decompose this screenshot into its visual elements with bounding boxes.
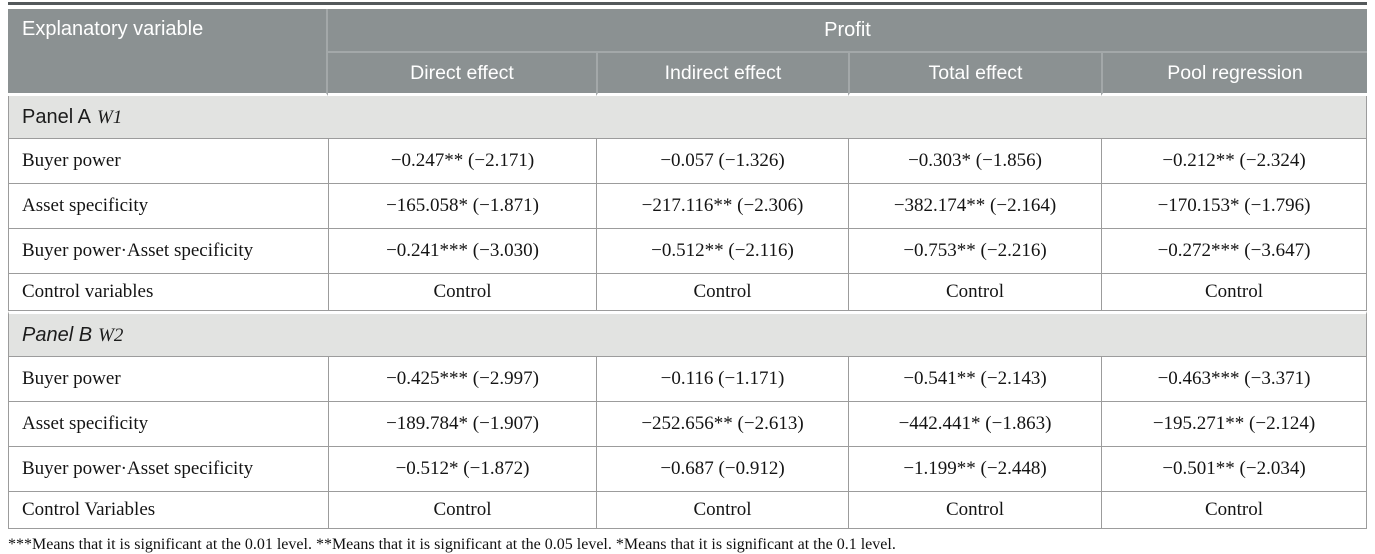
cell-value: Control: [848, 274, 1101, 311]
panel-b-header-row: Panel B W2: [8, 311, 1367, 357]
table-body: Panel A W1 Buyer power −0.247** (−2.171) …: [8, 96, 1367, 529]
row-label: Asset specificity: [8, 184, 328, 229]
cell-value: −195.271** (−2.124): [1101, 402, 1367, 447]
cell-value: −165.058* (−1.871): [328, 184, 596, 229]
column-header-indirect-effect: Indirect effect: [596, 51, 848, 96]
cell-value: −1.199** (−2.448): [848, 447, 1101, 492]
column-header-pool-regression: Pool regression: [1101, 51, 1367, 96]
row-label: Buyer power: [8, 357, 328, 402]
cell-value: −442.441* (−1.863): [848, 402, 1101, 447]
cell-value: −0.687 (−0.912): [596, 447, 848, 492]
column-header-direct-effect: Direct effect: [328, 51, 596, 96]
cell-value: Control: [328, 492, 596, 529]
column-header-explanatory-variable: Explanatory variable: [8, 9, 328, 96]
table-row: Control Variables Control Control Contro…: [8, 492, 1367, 529]
cell-value: Control: [848, 492, 1101, 529]
cell-value: Control: [1101, 492, 1367, 529]
table-row: Buyer power·Asset specificity −0.241*** …: [8, 229, 1367, 274]
panel-b-header: Panel B W2: [8, 311, 1367, 357]
cell-value: Control: [596, 492, 848, 529]
column-header-total-effect: Total effect: [848, 51, 1101, 96]
cell-value: −170.153* (−1.796): [1101, 184, 1367, 229]
cell-value: −189.784* (−1.907): [328, 402, 596, 447]
row-label: Buyer power·Asset specificity: [8, 447, 328, 492]
cell-value: −0.116 (−1.171): [596, 357, 848, 402]
header-row-sub: Direct effect Indirect effect Total effe…: [8, 51, 1367, 96]
row-label: Control Variables: [8, 492, 328, 529]
cell-value: −0.212** (−2.324): [1101, 139, 1367, 184]
row-label: Buyer power: [8, 139, 328, 184]
cell-value: −217.116** (−2.306): [596, 184, 848, 229]
row-label: Control variables: [8, 274, 328, 311]
cell-value: −0.541** (−2.143): [848, 357, 1101, 402]
cell-value: −0.501** (−2.034): [1101, 447, 1367, 492]
table-row: Buyer power·Asset specificity −0.512* (−…: [8, 447, 1367, 492]
table-row: Buyer power −0.247** (−2.171) −0.057 (−1…: [8, 139, 1367, 184]
cell-value: −0.425*** (−2.997): [328, 357, 596, 402]
cell-value: −0.241*** (−3.030): [328, 229, 596, 274]
cell-value: −0.247** (−2.171): [328, 139, 596, 184]
cell-value: Control: [328, 274, 596, 311]
table-row: Asset specificity −189.784* (−1.907) −25…: [8, 402, 1367, 447]
panel-b-label: Panel B: [22, 323, 93, 346]
column-group-header-profit: Profit: [328, 9, 1367, 51]
panel-a-label: Panel A: [22, 105, 91, 128]
cell-value: −0.512* (−1.872): [328, 447, 596, 492]
cell-value: −252.656** (−2.613): [596, 402, 848, 447]
panel-b-weight-matrix-label: W2: [98, 324, 124, 346]
table-row: Buyer power −0.425*** (−2.997) −0.116 (−…: [8, 357, 1367, 402]
results-table: Explanatory variable Profit Direct effec…: [8, 9, 1367, 529]
row-label: Buyer power·Asset specificity: [8, 229, 328, 274]
table-row: Asset specificity −165.058* (−1.871) −21…: [8, 184, 1367, 229]
cell-value: −0.272*** (−3.647): [1101, 229, 1367, 274]
header-row-group: Explanatory variable Profit: [8, 9, 1367, 96]
cell-value: −0.057 (−1.326): [596, 139, 848, 184]
cell-value: −0.512** (−2.116): [596, 229, 848, 274]
table-row: Control variables Control Control Contro…: [8, 274, 1367, 311]
cell-value: −0.753** (−2.216): [848, 229, 1101, 274]
panel-a-weight-matrix-label: W1: [96, 106, 123, 128]
cell-value: Control: [596, 274, 848, 311]
panel-a-header: Panel A W1: [8, 96, 1367, 139]
cell-value: Control: [1101, 274, 1367, 311]
row-label: Asset specificity: [8, 402, 328, 447]
table-top-rule: [8, 2, 1367, 5]
cell-value: −382.174** (−2.164): [848, 184, 1101, 229]
table-header: Explanatory variable Profit Direct effec…: [8, 9, 1367, 96]
cell-value: −0.463*** (−3.371): [1101, 357, 1367, 402]
panel-a-header-row: Panel A W1: [8, 96, 1367, 139]
cell-value: −0.303* (−1.856): [848, 139, 1101, 184]
